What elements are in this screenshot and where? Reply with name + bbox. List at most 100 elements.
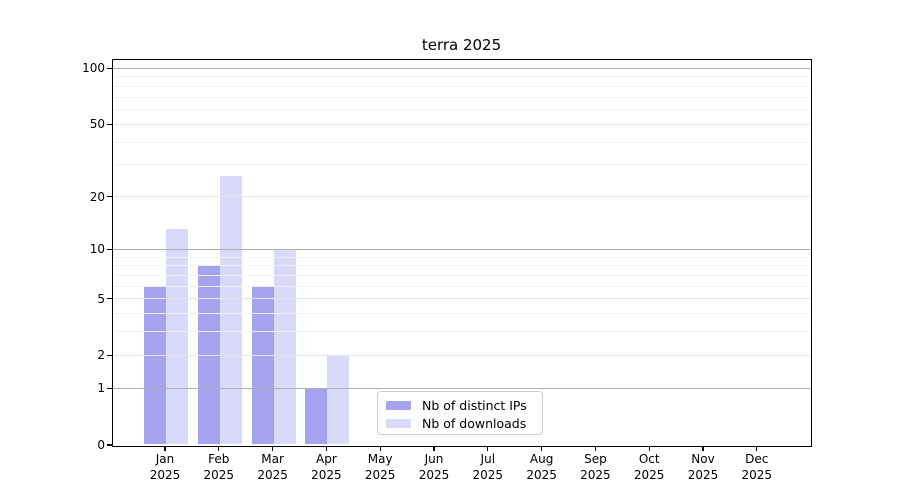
month-year: 2025 bbox=[526, 467, 557, 482]
month-name: Mar bbox=[261, 452, 284, 466]
month-year: 2025 bbox=[687, 467, 719, 482]
legend-label-downloads: Nb of downloads bbox=[422, 415, 527, 431]
gridline-4 bbox=[112, 313, 811, 315]
y-tick-label-10: 10 bbox=[89, 242, 105, 257]
month-year: 2025 bbox=[633, 467, 665, 482]
month-year: 2025 bbox=[472, 467, 504, 482]
gridline-2 bbox=[112, 354, 811, 356]
month-name: Jan bbox=[155, 452, 175, 466]
x-tick-mark-feb bbox=[218, 446, 220, 451]
month-year: 2025 bbox=[203, 467, 235, 482]
plot-area bbox=[111, 58, 812, 447]
month-name: Dec bbox=[745, 452, 769, 466]
gridline-6 bbox=[112, 285, 811, 287]
bar-mar-downloads bbox=[273, 248, 296, 445]
y-tick-mark-1 bbox=[106, 387, 112, 390]
bar-jan-downloads bbox=[166, 229, 188, 445]
x-tick-label-dec: Dec 2025 bbox=[729, 452, 785, 483]
x-tick-label-jun: Jun 2025 bbox=[406, 452, 462, 483]
gridline-30 bbox=[112, 164, 811, 166]
y-tick-label-0: 0 bbox=[97, 438, 105, 452]
y-tick-mark-5 bbox=[106, 298, 112, 300]
x-tick-mark-jul bbox=[487, 446, 489, 451]
chart-title: terra 2025 bbox=[421, 36, 502, 54]
gridline-40 bbox=[112, 141, 811, 143]
x-tick-mark-dec bbox=[756, 446, 758, 451]
month-year: 2025 bbox=[364, 467, 396, 482]
gridline-90 bbox=[112, 76, 811, 78]
y-tick-label-100: 100 bbox=[82, 61, 105, 76]
y-tick-mark-20 bbox=[106, 196, 112, 198]
y-tick-label-1: 1 bbox=[97, 381, 105, 396]
bar-apr-distinct-ips bbox=[305, 387, 328, 445]
x-tick-mark-jan bbox=[164, 446, 166, 451]
y-tick-label-20: 20 bbox=[89, 189, 105, 204]
x-tick-mark-jun bbox=[433, 446, 435, 451]
gridline-100 bbox=[112, 67, 811, 70]
month-name: Nov bbox=[691, 452, 715, 466]
x-tick-label-oct: Oct 2025 bbox=[621, 452, 677, 483]
bar-mar-distinct-ips bbox=[251, 285, 274, 445]
gridline-50 bbox=[112, 123, 811, 125]
gridline-60 bbox=[112, 109, 811, 111]
y-tick-mark-0 bbox=[106, 444, 112, 446]
bar-apr-downloads bbox=[327, 354, 350, 445]
month-name: Apr bbox=[316, 452, 337, 466]
x-tick-mark-may bbox=[379, 446, 381, 451]
x-tick-label-feb: Feb 2025 bbox=[191, 452, 247, 483]
y-tick-mark-50 bbox=[106, 123, 112, 125]
month-name: Jun bbox=[424, 452, 444, 466]
x-tick-mark-sep bbox=[594, 446, 597, 451]
legend-entry-distinct-ips: Nb of distinct IPs bbox=[386, 396, 534, 414]
month-name: Aug bbox=[529, 452, 554, 466]
month-year: 2025 bbox=[257, 467, 288, 482]
bar-feb-distinct-ips bbox=[197, 265, 220, 445]
gridline-1 bbox=[112, 387, 811, 390]
x-tick-mark-nov bbox=[702, 446, 704, 451]
y-tick-mark-100 bbox=[106, 67, 112, 70]
legend-swatch-distinct-ips bbox=[386, 400, 411, 410]
month-name: Jul bbox=[480, 452, 496, 466]
bars-layer bbox=[113, 60, 811, 446]
month-year: 2025 bbox=[149, 467, 181, 482]
month-name: Oct bbox=[638, 452, 660, 466]
x-tick-label-mar: Mar 2025 bbox=[245, 452, 301, 483]
month-year: 2025 bbox=[580, 467, 611, 482]
gridline-80 bbox=[112, 85, 811, 87]
x-tick-label-sep: Sep 2025 bbox=[567, 452, 623, 483]
legend-swatch-downloads bbox=[386, 418, 411, 428]
y-tick-mark-10 bbox=[106, 248, 112, 250]
x-tick-label-nov: Nov 2025 bbox=[675, 452, 731, 483]
legend-label-distinct-ips: Nb of distinct IPs bbox=[422, 397, 527, 413]
month-year: 2025 bbox=[741, 467, 773, 482]
x-tick-label-apr: Apr 2025 bbox=[298, 452, 354, 483]
legend: Nb of distinct IPs Nb of downloads bbox=[377, 391, 543, 435]
month-name: Sep bbox=[584, 452, 607, 466]
gridline-3 bbox=[112, 331, 811, 333]
y-tick-mark-2 bbox=[106, 354, 112, 357]
y-tick-label-50: 50 bbox=[89, 117, 105, 132]
gridline-9 bbox=[112, 256, 811, 258]
gridline-10 bbox=[112, 248, 811, 251]
x-tick-mark-apr bbox=[325, 446, 328, 451]
x-tick-mark-aug bbox=[541, 446, 543, 451]
gridline-7 bbox=[112, 274, 811, 276]
x-tick-label-aug: Aug 2025 bbox=[514, 452, 570, 483]
gridline-5 bbox=[112, 298, 811, 300]
legend-entry-downloads: Nb of downloads bbox=[386, 414, 534, 432]
x-tick-label-jul: Jul 2025 bbox=[460, 452, 516, 483]
gridline-8 bbox=[112, 265, 811, 267]
grid-layer bbox=[112, 60, 811, 446]
bar-jan-distinct-ips bbox=[144, 285, 166, 445]
bar-feb-downloads bbox=[219, 175, 242, 445]
gridline-20 bbox=[112, 196, 811, 198]
y-tick-label-5: 5 bbox=[97, 291, 105, 306]
x-tick-label-may: May 2025 bbox=[352, 452, 408, 483]
month-year: 2025 bbox=[311, 467, 342, 482]
gridline-70 bbox=[112, 96, 811, 98]
y-tick-label-2: 2 bbox=[97, 348, 105, 363]
x-tick-mark-mar bbox=[272, 446, 274, 451]
x-tick-mark-oct bbox=[648, 446, 650, 451]
month-name: Feb bbox=[208, 452, 230, 466]
